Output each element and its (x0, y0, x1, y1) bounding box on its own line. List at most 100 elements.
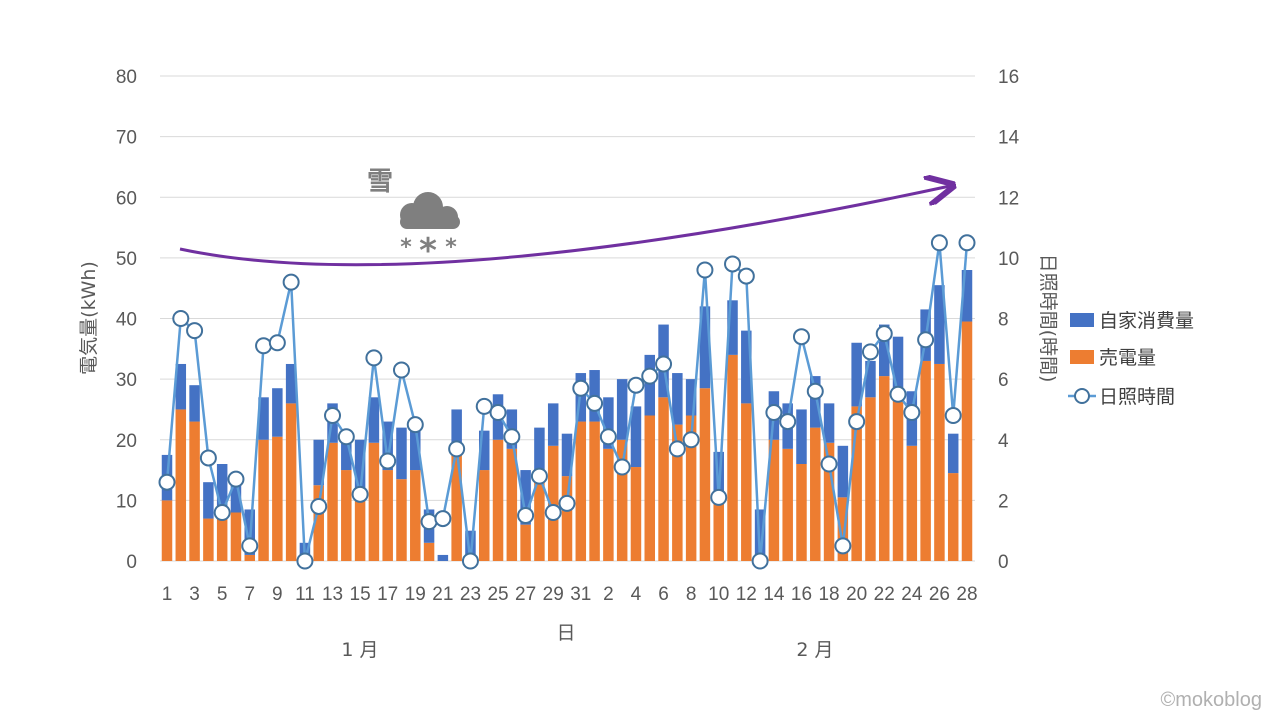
bar-self-consumption (796, 409, 807, 464)
sunshine-point (448, 440, 466, 458)
y-tick-label: 70 (116, 128, 137, 149)
bar-sold (534, 482, 545, 561)
bar-sold (947, 473, 959, 561)
sunshine-point (434, 510, 452, 528)
snow-annotation: 雪 (367, 167, 393, 197)
sunshine-point (365, 349, 383, 367)
bar-sold (713, 500, 724, 561)
bar-sold (630, 467, 642, 561)
bar-self-consumption (534, 427, 545, 483)
bar-self-consumption (934, 285, 945, 364)
bar-sold (272, 436, 283, 561)
x-tick-label: 29 (543, 584, 564, 605)
x-tick-label: 10 (708, 584, 729, 605)
sunshine-point (710, 488, 728, 506)
bar-sold (313, 485, 324, 561)
bar-sold (423, 542, 435, 561)
y2-tick-label: 14 (998, 128, 1020, 149)
sunshine-point (213, 504, 231, 521)
x-tick-label: 15 (350, 584, 371, 605)
y-tick-label: 40 (116, 310, 137, 331)
sunshine-point (558, 494, 576, 512)
sunshine-point (268, 334, 286, 352)
legend-label-self: 自家消費量 (1099, 310, 1194, 332)
bar-sold (878, 376, 890, 561)
svg-text:*: * (419, 231, 437, 271)
sunshine-point (737, 267, 755, 285)
x-axis-title: 日 (556, 622, 575, 644)
y-tick-label: 10 (116, 491, 137, 512)
bar-self-consumption (754, 509, 766, 555)
sunshine-point (765, 403, 783, 421)
x-tick-label: 5 (217, 584, 228, 605)
sunshine-point (848, 413, 866, 431)
bar-self-consumption (892, 336, 904, 392)
y-tick-label: 20 (116, 431, 137, 452)
bar-sold (892, 391, 904, 561)
x-tick-label: 8 (686, 584, 697, 605)
svg-text:*: * (400, 235, 412, 260)
bar-self-consumption (561, 433, 573, 477)
sunshine-point (792, 328, 810, 346)
bar-sold (258, 439, 269, 561)
sunshine-point (392, 361, 410, 379)
bar-sold (920, 360, 931, 561)
y-tick-label: 50 (116, 249, 137, 270)
trend-arrow (179, 186, 950, 267)
y-tick-label: 30 (116, 370, 137, 391)
y-axis-title: 電気量(kWh) (78, 261, 100, 375)
legend-label-sun: 日照時間 (1099, 386, 1175, 408)
sunshine-point (572, 379, 590, 397)
sunshine-point (530, 467, 548, 485)
bar-self-consumption (451, 409, 462, 455)
sunshine-point (324, 407, 342, 424)
bar-sold (644, 415, 656, 561)
sunshine-point (861, 343, 879, 361)
sunshine-point (351, 485, 369, 503)
sunshine-point (613, 458, 631, 476)
bar-sold (658, 397, 669, 561)
legend-swatch-self (1070, 313, 1094, 327)
sunshine-point (586, 394, 604, 412)
bar-sold (451, 454, 462, 561)
bar-self-consumption (396, 427, 407, 480)
bar-sold (851, 406, 862, 561)
bar-sold (672, 424, 683, 561)
bar-self-consumption (644, 354, 656, 416)
bar-sold (478, 470, 490, 561)
bar-self-consumption (437, 554, 449, 561)
bar-sold (520, 524, 531, 561)
sunshine-point (227, 470, 245, 488)
sunshine-point (917, 331, 935, 349)
bar-sold (934, 363, 945, 561)
y2-tick-label: 2 (998, 491, 1009, 512)
bar-sold (865, 397, 876, 561)
sunshine-point (820, 455, 838, 473)
sunshine-point (379, 452, 397, 470)
sunshine-point (627, 376, 645, 394)
bar-sold (230, 512, 242, 561)
bar-self-consumption (313, 439, 324, 486)
sunshine-point (668, 440, 686, 458)
legend-marker-sun (1074, 388, 1090, 404)
x-tick-label: 4 (631, 584, 642, 605)
x-tick-label: 18 (818, 584, 839, 605)
sunshine-point (406, 416, 424, 434)
bar-sold (796, 464, 807, 561)
bar-sold (189, 421, 200, 561)
bar-sold (685, 415, 697, 561)
x-tick-label: 23 (460, 584, 481, 605)
bar-self-consumption (285, 363, 297, 404)
sunshine-point (696, 261, 714, 279)
sunshine-point (337, 428, 355, 446)
bar-self-consumption (368, 397, 380, 443)
x-tick-label: 13 (322, 584, 343, 605)
y-tick-label: 60 (116, 188, 137, 209)
sunshine-point (751, 552, 769, 570)
sunshine-point (475, 397, 493, 415)
bar-sold (492, 439, 504, 561)
bar-sold (382, 470, 393, 561)
x-tick-label: 6 (658, 584, 669, 605)
sunshine-point (889, 385, 907, 403)
bar-self-consumption (823, 403, 835, 443)
